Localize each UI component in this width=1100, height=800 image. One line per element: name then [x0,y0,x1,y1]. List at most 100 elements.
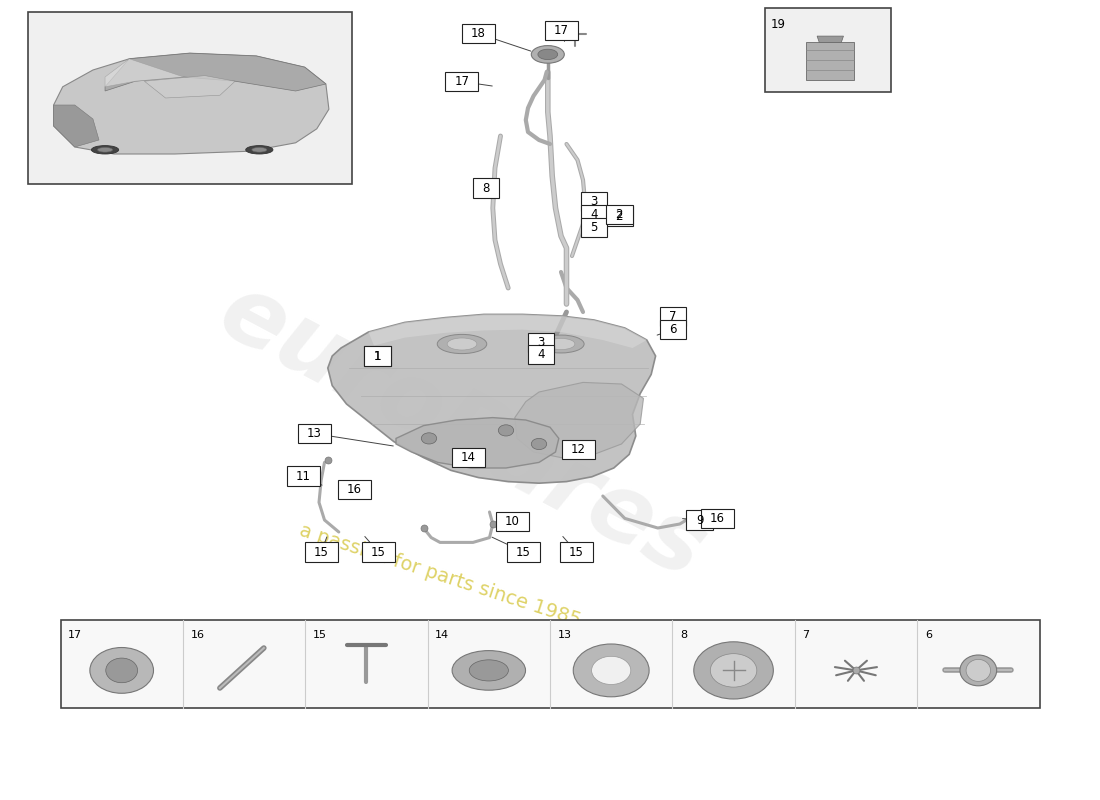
Text: 17: 17 [553,24,569,37]
Ellipse shape [90,647,154,694]
Ellipse shape [252,147,267,152]
Text: 18: 18 [471,27,486,40]
Ellipse shape [573,644,649,697]
Ellipse shape [960,655,997,686]
Text: 9: 9 [696,514,703,526]
Text: 12: 12 [571,443,586,456]
FancyBboxPatch shape [496,512,529,531]
FancyBboxPatch shape [544,21,578,40]
FancyBboxPatch shape [660,320,686,339]
Text: a passion for parts since 1985: a passion for parts since 1985 [297,522,583,630]
FancyBboxPatch shape [452,448,485,467]
Ellipse shape [438,334,486,354]
Bar [28,12,352,184]
Text: 2: 2 [616,210,623,222]
FancyBboxPatch shape [507,542,540,562]
Ellipse shape [91,146,119,154]
Polygon shape [396,418,559,468]
Text: 16: 16 [710,512,725,525]
Text: 4: 4 [591,208,597,221]
FancyBboxPatch shape [606,206,632,226]
FancyBboxPatch shape [560,542,593,562]
Text: 1: 1 [374,350,381,362]
Text: 1: 1 [374,350,381,362]
FancyBboxPatch shape [287,466,320,486]
Polygon shape [817,36,844,42]
FancyBboxPatch shape [606,205,632,224]
FancyBboxPatch shape [581,218,607,237]
FancyBboxPatch shape [338,480,371,499]
Text: 10: 10 [505,515,520,528]
Text: 5: 5 [591,221,597,234]
Text: 19: 19 [771,18,786,30]
Polygon shape [806,42,855,80]
Text: 3: 3 [538,336,544,349]
FancyBboxPatch shape [298,424,331,443]
Ellipse shape [694,642,773,699]
Text: 17: 17 [454,75,470,88]
Text: 17: 17 [68,630,82,640]
Circle shape [421,433,437,444]
Ellipse shape [98,147,112,152]
Ellipse shape [538,335,584,353]
Ellipse shape [452,650,526,690]
Text: 15: 15 [314,630,327,640]
FancyBboxPatch shape [528,345,554,364]
Text: 2: 2 [616,208,623,221]
Text: 7: 7 [803,630,810,640]
Text: 16: 16 [190,630,205,640]
Polygon shape [328,314,656,483]
Bar [764,8,891,92]
Text: 6: 6 [925,630,932,640]
Text: 15: 15 [569,546,584,558]
FancyBboxPatch shape [364,346,390,366]
Polygon shape [54,53,329,154]
FancyBboxPatch shape [701,509,734,528]
FancyBboxPatch shape [473,178,499,198]
Ellipse shape [106,658,138,682]
Ellipse shape [245,146,273,154]
FancyBboxPatch shape [686,510,713,530]
Ellipse shape [966,659,991,682]
Polygon shape [515,382,644,458]
Text: 14: 14 [461,451,476,464]
Text: 7: 7 [670,310,676,323]
FancyBboxPatch shape [462,24,495,43]
Text: 8: 8 [680,630,688,640]
Ellipse shape [531,46,564,63]
Circle shape [531,438,547,450]
Ellipse shape [711,654,757,687]
Text: euroPares: euroPares [204,266,720,598]
Polygon shape [368,314,647,348]
Polygon shape [106,53,326,91]
FancyBboxPatch shape [362,542,395,562]
Bar [60,620,1040,708]
Ellipse shape [538,49,558,60]
Polygon shape [54,105,99,147]
Text: 3: 3 [591,195,597,208]
Text: 11: 11 [296,470,311,482]
FancyBboxPatch shape [364,346,390,366]
FancyBboxPatch shape [562,440,595,459]
Circle shape [498,425,514,436]
FancyBboxPatch shape [446,72,478,91]
Text: 14: 14 [436,630,450,640]
Text: 4: 4 [538,348,544,361]
FancyBboxPatch shape [660,307,686,326]
Text: 8: 8 [483,182,490,194]
FancyBboxPatch shape [528,333,554,352]
Text: 13: 13 [558,630,572,640]
Text: 16: 16 [346,483,362,496]
Text: 15: 15 [314,546,329,558]
Ellipse shape [547,338,575,350]
Text: 6: 6 [670,323,676,336]
Ellipse shape [447,338,477,350]
Ellipse shape [470,660,508,681]
FancyBboxPatch shape [581,192,607,211]
Text: 15: 15 [516,546,531,558]
Text: 15: 15 [371,546,386,558]
Polygon shape [144,76,235,98]
Ellipse shape [592,656,630,685]
FancyBboxPatch shape [581,205,607,224]
Text: 13: 13 [307,427,322,440]
